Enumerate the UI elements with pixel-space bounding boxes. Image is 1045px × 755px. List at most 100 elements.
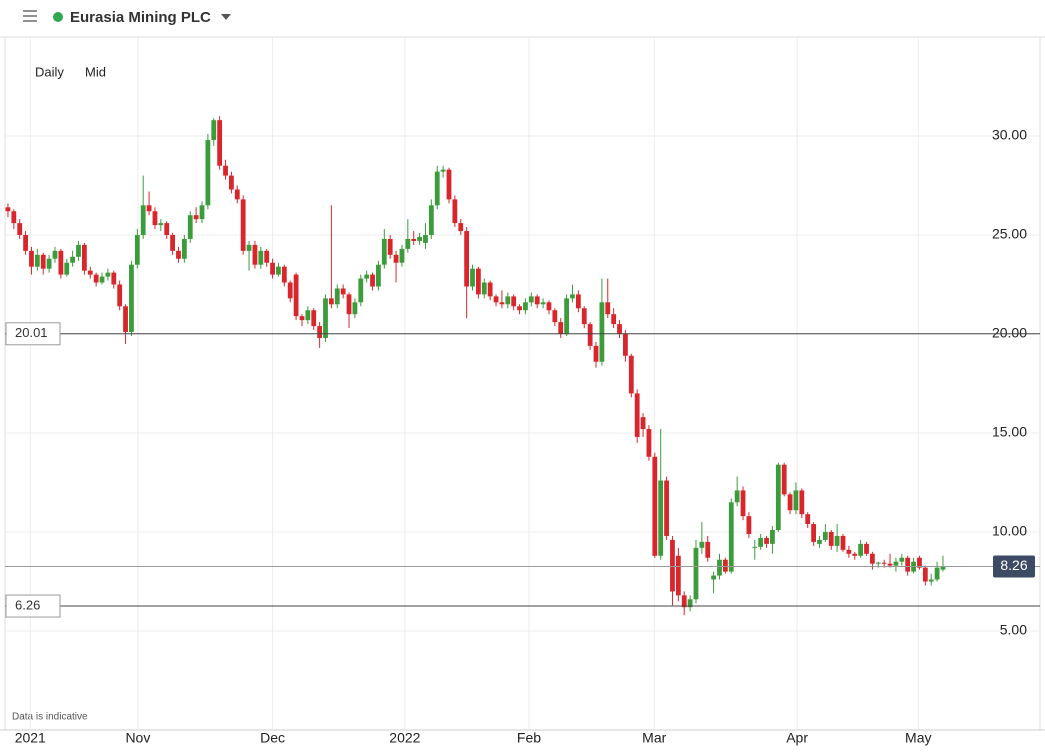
interval-button[interactable]: Daily (35, 64, 64, 79)
candle-body (511, 296, 517, 307)
instrument-title[interactable]: Eurasia Mining PLC (70, 9, 211, 26)
candle-body (299, 316, 305, 321)
candle-body (146, 205, 152, 212)
status-dot (53, 12, 63, 22)
candle-body (793, 490, 799, 511)
candle-body (481, 282, 487, 295)
candle-body (305, 310, 311, 321)
last-price-box (993, 555, 1035, 578)
y-tick-label: 5.00 (1000, 622, 1027, 638)
x-tick-label: 2021 (15, 730, 46, 746)
candle-body (475, 268, 481, 295)
candle-body (817, 539, 822, 544)
reference-label: 20.01 (15, 325, 48, 340)
candle-body (640, 417, 646, 430)
candle-body (323, 298, 328, 338)
candle-body (722, 559, 728, 572)
candle-body (428, 205, 434, 235)
candle-body (205, 139, 211, 206)
candle-body (811, 524, 816, 542)
candle-body (905, 557, 911, 572)
candle-body (840, 535, 846, 550)
candle-body (558, 322, 564, 334)
candle-body (499, 302, 505, 305)
candle-body (170, 235, 175, 251)
candle-body (370, 274, 375, 287)
candle-body (928, 579, 934, 582)
candle-body (617, 324, 622, 334)
candle-body (199, 205, 205, 220)
candle-body (287, 282, 293, 299)
candle-body (487, 282, 493, 297)
candle-body (587, 324, 593, 346)
candle-body (540, 302, 546, 305)
candle-body (687, 599, 693, 608)
candle-body (340, 288, 346, 295)
candle-body (240, 199, 246, 251)
candle-body (181, 238, 187, 259)
candle-body (770, 530, 775, 544)
candle-body (534, 296, 540, 305)
candle-body (917, 557, 922, 568)
candle-body (570, 294, 575, 299)
candle-body (264, 250, 270, 263)
candle-body (187, 215, 193, 239)
candle-body (99, 276, 105, 283)
candle-body (634, 393, 640, 437)
candle-body (140, 205, 146, 235)
candle-body (623, 334, 628, 356)
candle-body (423, 235, 428, 243)
candle-body (17, 223, 23, 235)
candle-body (934, 567, 940, 580)
candle-body (446, 169, 452, 200)
candle-body (376, 264, 381, 287)
candle-body (864, 543, 869, 554)
candle-body (76, 244, 81, 257)
candle-body (464, 231, 470, 287)
candle-body (493, 296, 499, 303)
candle-body (129, 264, 134, 333)
candle-body (311, 310, 317, 327)
candle-body (746, 516, 752, 534)
candle-body (23, 235, 28, 251)
candle-body (11, 211, 17, 224)
candle-body (258, 250, 264, 265)
candle-body (246, 244, 252, 251)
candle-body (434, 171, 440, 206)
dropdown-arrow[interactable] (221, 14, 231, 20)
candle-body (646, 429, 652, 457)
candle-body (546, 302, 552, 311)
candle-body (352, 302, 358, 315)
candle-body (152, 211, 158, 226)
candle-body (675, 555, 681, 596)
y-tick-label: 20.00 (992, 325, 1027, 341)
candle-body (105, 272, 111, 277)
candle-body (664, 480, 669, 536)
candle-body (470, 268, 475, 287)
candle-body (334, 288, 340, 305)
candle-body (381, 238, 387, 265)
candle-body (805, 514, 811, 525)
candle-body (717, 559, 722, 576)
candle-body (134, 235, 140, 265)
menu-icon[interactable] (23, 10, 37, 22)
grid: 5.00 10.00 15.00 20.00 25.00 30.00 2021 Nov Dec 2… (5, 37, 1040, 746)
candle-body (328, 298, 334, 305)
x-tick-label: Feb (517, 730, 541, 746)
top-bar: Eurasia Mining PLC (0, 9, 1045, 38)
candle-body (40, 254, 46, 269)
price-type-button[interactable]: Mid (85, 64, 106, 79)
candle-body (117, 284, 123, 307)
candle-body (393, 254, 399, 263)
x-tick-label: 2022 (389, 730, 420, 746)
candle-body (611, 314, 617, 325)
footnote: Data is indicative (12, 712, 88, 723)
candle-body (628, 355, 634, 394)
y-tick-label: 10.00 (992, 523, 1027, 539)
candle-body (417, 236, 422, 241)
candle-body (505, 296, 511, 305)
candle-body (46, 258, 52, 269)
candle-body (452, 199, 458, 224)
candle-body (740, 490, 746, 517)
